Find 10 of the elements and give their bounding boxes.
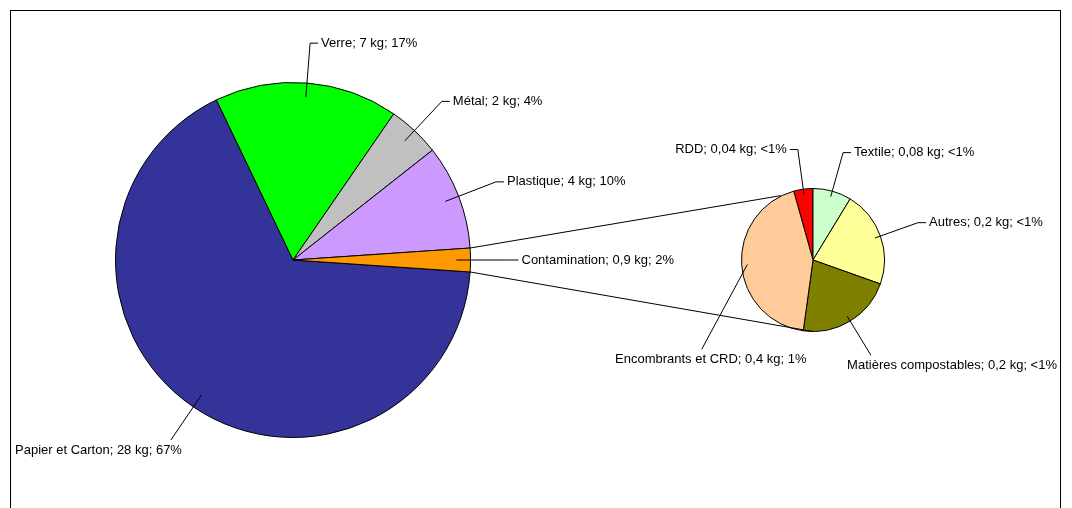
- slice-label: Plastique; 4 kg; 10%: [506, 173, 626, 189]
- slice-label: Autres; 0,2 kg; <1%: [929, 214, 1044, 230]
- slice-label: Verre; 7 kg; 17%: [321, 34, 418, 50]
- slice-label: Textile; 0,08 kg; <1%: [854, 144, 975, 160]
- slice-label: RDD; 0,04 kg; <1%: [675, 141, 788, 157]
- slice-label: Papier et Carton; 28 kg; 67%: [15, 442, 183, 458]
- slice-label: Métal; 2 kg; 4%: [452, 92, 543, 108]
- slice-label: Contamination; 0,9 kg; 2%: [521, 251, 675, 267]
- slice-label: Matières compostables; 0,2 kg; <1%: [847, 357, 1058, 373]
- slice-label: Encombrants et CRD; 0,4 kg; 1%: [615, 351, 807, 367]
